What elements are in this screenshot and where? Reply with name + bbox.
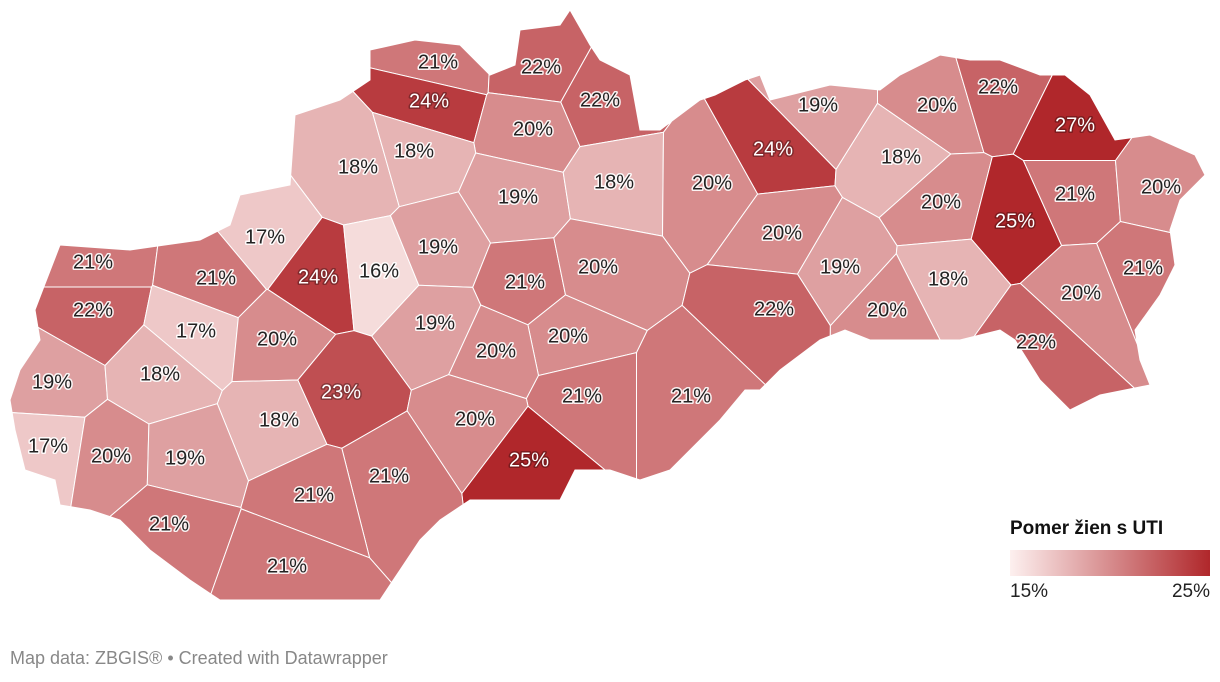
region	[972, 282, 1136, 411]
region-label: 20%	[257, 328, 297, 350]
region-label: 20%	[921, 191, 961, 213]
region-label: 20%	[917, 94, 957, 116]
region-label: 20%	[1061, 282, 1101, 304]
region-label: 19%	[418, 236, 458, 258]
region-label: 21%	[671, 385, 711, 407]
region-label: 19%	[415, 312, 455, 334]
legend-tick-label: 25%	[1172, 581, 1210, 602]
region-label: 25%	[509, 449, 549, 471]
region-label: 18%	[259, 409, 299, 431]
region-label: 21%	[267, 555, 307, 577]
region-label: 21%	[369, 465, 409, 487]
region-label: 20%	[1141, 176, 1181, 198]
region-label: 18%	[394, 140, 434, 162]
region-label: 22%	[73, 299, 113, 321]
legend-ticks: 15% 25%	[1009, 576, 1211, 602]
region	[681, 264, 831, 386]
region	[461, 405, 607, 506]
region-label: 20%	[548, 325, 588, 347]
region-label: 24%	[409, 90, 449, 112]
region-label: 17%	[28, 435, 68, 457]
region-label: 18%	[881, 146, 921, 168]
region-label: 21%	[1123, 257, 1163, 279]
region-label: 27%	[1055, 114, 1095, 136]
region-label: 19%	[32, 371, 72, 393]
region-label: 24%	[298, 266, 338, 288]
region	[829, 252, 941, 341]
region-label: 20%	[513, 118, 553, 140]
region-label: 21%	[418, 51, 458, 73]
legend-tick-label: 15%	[1010, 581, 1048, 602]
region-label: 25%	[995, 210, 1035, 232]
legend-gradient	[1010, 550, 1210, 576]
legend-title: Pomer žien s UTI	[1010, 518, 1163, 539]
region-label: 22%	[754, 298, 794, 320]
region-label: 24%	[753, 138, 793, 160]
region-label: 18%	[928, 268, 968, 290]
region-label: 21%	[562, 385, 602, 407]
region-label: 19%	[165, 447, 205, 469]
region-label: 20%	[455, 408, 495, 430]
regions	[9, 9, 1206, 601]
region-label: 21%	[505, 271, 545, 293]
region-label: 18%	[594, 171, 634, 193]
region	[11, 412, 86, 508]
region-label: 20%	[476, 340, 516, 362]
region	[1114, 134, 1206, 234]
region-label: 22%	[580, 89, 620, 111]
region-label: 19%	[820, 256, 860, 278]
region-label: 17%	[176, 320, 216, 342]
region-label: 22%	[521, 56, 561, 78]
region-label: 21%	[1055, 183, 1095, 205]
region-label: 21%	[149, 513, 189, 535]
region-label: 21%	[294, 484, 334, 506]
region-label: 20%	[578, 256, 618, 278]
region-label: 21%	[196, 267, 236, 289]
region-label: 23%	[321, 381, 361, 403]
labels: 21% 22% 24% 22% 20% 19% 20% 22% 27% 18% 18% 24% 18% 1…	[26, 50, 1182, 579]
region-label: 20%	[692, 172, 732, 194]
region-label: 20%	[762, 222, 802, 244]
region	[210, 508, 393, 601]
region-label: 20%	[867, 299, 907, 321]
region-label: 18%	[338, 156, 378, 178]
region-label: 19%	[498, 186, 538, 208]
region-label: 17%	[245, 226, 285, 248]
region	[895, 238, 1012, 341]
region-label: 18%	[140, 363, 180, 385]
region-label: 19%	[798, 94, 838, 116]
region-label: 21%	[73, 251, 113, 273]
footer: Map data: ZBGIS® • Created with Datawrap…	[10, 648, 388, 668]
region-label: 22%	[978, 76, 1018, 98]
region-label: 20%	[91, 445, 131, 467]
region	[1096, 220, 1176, 345]
region-label: 22%	[1016, 331, 1056, 353]
region	[636, 304, 767, 481]
region-label: 16%	[359, 260, 399, 282]
